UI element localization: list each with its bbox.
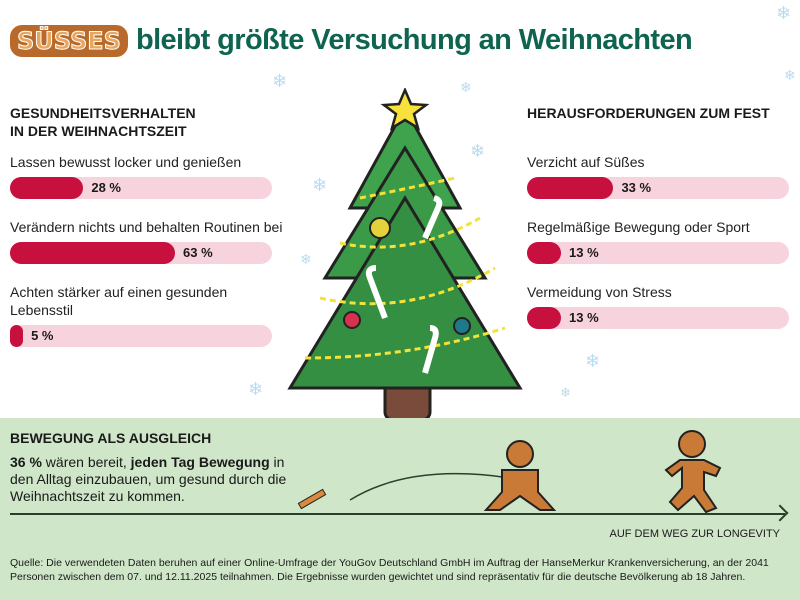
snowflake-icon: ❄ [585,351,601,371]
bar-value-label: 13 % [569,310,599,325]
bar-track: 13 % [527,307,789,329]
stat-value: 36 % [10,454,42,470]
ornament [369,217,391,239]
tree-layer [287,195,523,390]
section-title: BEWEGUNG ALS AUSGLEICH [10,430,212,446]
header: SÜSSES bleibt größte Versuchung an Weihn… [10,24,693,57]
bar [527,242,562,264]
text: wären bereit, [41,454,131,470]
garland [319,266,496,306]
page-title: bleibt größte Versuchung an Weihnachten [135,24,693,56]
chart-title-line: IN DER WEIHNACHTSZEIT [10,123,187,139]
bar [10,325,24,347]
bar-value-label: 33 % [621,180,652,195]
bar [10,242,176,264]
bar-label: Vermeidung von Stress [527,284,672,300]
chart-title: HERAUSFORDERUNGEN ZUM FEST [527,104,770,122]
bar [527,307,562,329]
candy-cane [365,265,388,320]
bar [10,177,84,199]
arrow-right-icon [771,504,789,522]
bar-value-label: 63 % [183,245,213,260]
bar-label: Verändern nichts und behalten Routinen b… [10,219,283,235]
candy-cane [422,195,443,240]
axis-label: AUF DEM WEG ZUR LONGEVITY [609,528,780,540]
bar-track: 63 % [10,242,272,264]
ornament [453,317,471,335]
candy-cane [422,325,439,374]
movement-text: 36 % wären bereit, jeden Tag Bewegung in… [10,454,295,505]
movement-section: BEWEGUNG ALS AUSGLEICH 36 % wären bereit… [0,418,800,600]
gingerbread-running-icon [664,430,722,514]
garland [304,326,506,360]
bar-label: Verzicht auf Süßes [527,154,645,170]
highlight: jeden Tag Bewegung [130,454,270,470]
text: in den Alltag einzubauen, um gesund durc… [10,454,287,504]
chart-title-line: HERAUSFORDERUNGEN ZUM FEST [527,105,770,121]
bar-value-label: 28 % [91,180,121,195]
snowflake-icon: ❄ [300,251,312,267]
chart-title-line: GESUNDHEITSVERHALTEN [10,105,196,121]
star-icon [380,88,430,131]
bar-label: Lassen bewusst locker und genießen [10,154,242,170]
suesses-logo: SÜSSES [10,24,128,57]
snowflake-icon: ❄ [460,79,472,95]
snowflake-icon: ❄ [248,379,264,399]
bar-label: Regelmäßige Bewegung oder Sport [527,219,750,235]
snowflake-icon: ❄ [560,385,571,400]
dumbbell-icon [297,472,511,510]
snowflake-icon: ❄ [272,71,288,91]
christmas-tree-illustration [287,88,523,422]
snowflake-icon: ❄ [312,175,328,195]
chart-title: GESUNDHEITSVERHALTEN IN DER WEIHNACHTSZEI… [10,104,196,140]
bar [527,177,614,199]
snowflake-icon: ❄ [784,67,796,83]
snowflake-icon: ❄ [470,141,486,161]
ornament [343,311,361,329]
bar-track: 13 % [527,242,789,264]
bar-track: 33 % [527,177,789,199]
bar-value-label: 5 % [31,328,54,343]
longevity-axis [10,513,785,515]
snowflake-icon: ❄ [776,3,792,23]
bar-track: 5 % [10,325,272,347]
garland [339,216,481,249]
gingerbread-sitting-icon [483,440,557,511]
bar-label: Achten stärker auf einen gesunden Lebens… [10,284,228,318]
source-note: Quelle: Die verwendeten Daten beruhen au… [10,557,769,583]
bar-value-label: 13 % [569,245,599,260]
bar-track: 28 % [10,177,272,199]
